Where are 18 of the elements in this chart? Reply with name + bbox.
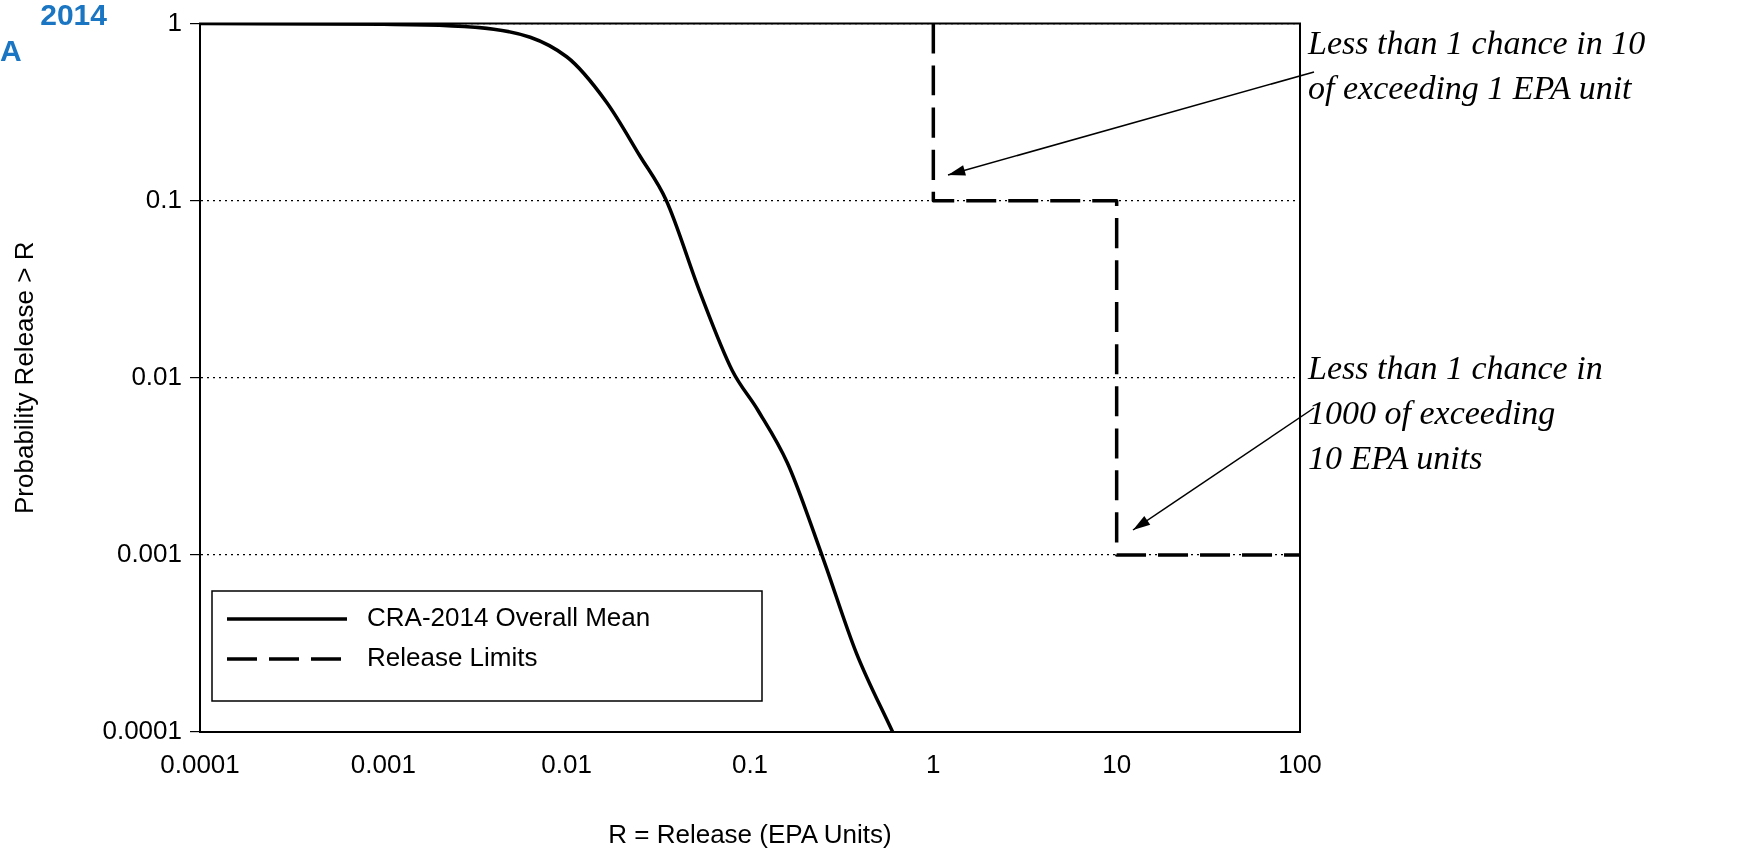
chart-title: 2014 A (0, 0, 108, 68)
y-axis-title: Probability Release > R (8, 241, 39, 515)
y-tick-label: 0.0001 (102, 715, 182, 746)
x-tick-label: 0.001 (350, 748, 416, 779)
x-tick-label: 1 (926, 748, 941, 779)
text: Less than 1 chance in 10 of exceeding 1 EPA unit (1307, 23, 1646, 106)
x-tick-label: 10 (1102, 748, 1132, 779)
x-tick-label: 100 (1278, 748, 1322, 779)
legend-label: CRA-2014 Overall Mean (367, 602, 651, 633)
y-tick-label: 0.001 (116, 538, 182, 569)
x-axis-title: R = Release (EPA Units) (608, 818, 892, 849)
y-tick-label: 0.1 (145, 183, 182, 214)
x-tick-label: 0.01 (541, 748, 592, 779)
x-tick-label: 0.1 (731, 748, 769, 779)
y-tick-label: 0.01 (131, 360, 182, 391)
text: Less than 1 chance in 1000 of exceeding 10 EPA units (1307, 348, 1603, 476)
y-tick-label: 1 (167, 6, 182, 37)
legend-label: Release Limits (367, 642, 538, 673)
